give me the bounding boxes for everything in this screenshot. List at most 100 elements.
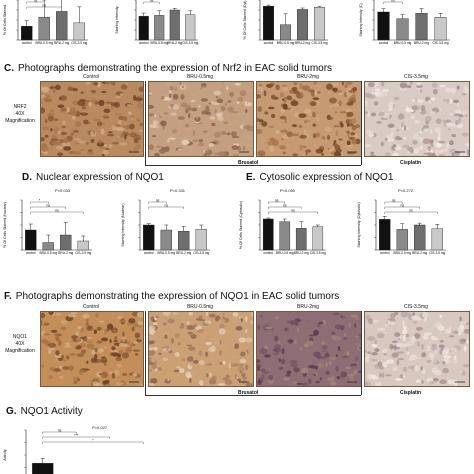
tissue-cell [349,376,354,380]
tissue-cell [98,320,105,323]
tissue-cell [449,335,455,338]
tissue-cell [334,144,341,151]
tissue-cell [381,372,385,379]
tissue-cell [223,82,229,86]
tissue-cell [50,329,58,333]
tissue-cell [115,357,122,362]
tissue-cell [222,360,226,365]
significance-bracket [268,206,302,209]
tissue-cell [241,372,246,378]
tissue-cell [420,366,423,371]
tissue-cell [292,153,299,156]
category-label: CIS-3.5 mg [193,251,209,255]
tissue-cell [212,87,219,91]
tissue-cell [373,361,377,365]
tissue-cell [438,344,445,349]
bar [280,24,291,41]
tissue-cell [316,355,324,359]
tissue-cell [426,345,431,352]
tissue-cell [236,153,239,156]
tissue-cell [339,111,347,114]
tissue-cell [210,337,217,341]
tissue-cell [331,340,338,345]
tissue-cell [177,116,185,120]
tissue-cell [104,362,107,367]
significance-label: ns [150,0,154,2]
tissue-cell [245,134,250,138]
tissue-cell [450,87,457,94]
tissue-cell [201,86,207,92]
tissue-cell [456,101,459,107]
tissue-cell [326,134,330,140]
tissue-cell [274,129,281,135]
tissue-cell [245,109,248,113]
tissue-cell [407,151,411,154]
tissue-cell [150,349,156,356]
tissue-cell [439,349,443,355]
tissue-cell [245,382,253,386]
tissue-cell [132,340,138,345]
tissue-cell [416,341,420,347]
significance-label: ns [46,203,50,207]
bar [295,228,307,251]
tissue-cell [342,337,348,340]
tissue-cell [246,349,249,353]
tissue-cell [231,131,237,137]
tissue-cell [269,82,275,86]
tissue-cell [421,368,426,375]
tissue-cell [102,115,110,119]
tissue-cell [291,124,298,128]
tissue-cell [410,335,416,343]
tissue-cell [329,104,332,109]
tissue-cell [412,315,415,320]
tissue-cell [421,312,429,318]
tissue-cell [412,139,418,145]
tissue-cell [315,85,321,91]
top-chart-2: Staining Intensity control BRU-0.5 mg BRU-2… [115,0,199,45]
tissue-cell [47,115,55,122]
tissue-cell [250,320,253,325]
tissue-cell [136,312,143,318]
tissue-cell [132,95,137,102]
tissue-cell [345,82,353,85]
tissue-cell [149,371,155,377]
tissue-cell [58,375,64,379]
tissue-cell [376,332,385,339]
tissue-cell [377,91,384,98]
category-label: control [139,41,149,45]
tissue-cell [233,331,241,338]
tissue-cell [102,149,110,155]
tissue-cell [355,124,361,128]
tissue-cell [50,127,53,132]
tissue-cell [365,349,367,353]
tissue-cell [356,317,359,320]
significance-label: ns [55,208,59,212]
tissue-cell [384,137,388,141]
tissue-cell [257,86,263,93]
tissue-cell [298,312,305,317]
tissue-cell [450,379,457,385]
tissue-cell [244,100,248,107]
tissue-cell [413,147,420,154]
tissue-cell [365,381,371,386]
tissue-cell [69,353,76,356]
tissue-cell [44,134,49,138]
tissue-cell [338,92,344,96]
tissue-cell [415,379,421,384]
tissue-cell [341,355,350,359]
tissue-cell [54,332,60,338]
tissue-cell [452,99,460,104]
tissue-cell [67,86,74,92]
tissue-cell [458,327,461,334]
significance-bracket [26,1,45,4]
tissue-cell [224,102,227,106]
tissue-cell [97,348,105,353]
tissue-cell [300,319,305,323]
category-label: BRU-0.5 mg [150,41,168,45]
tissue-cell [125,346,132,353]
tissue-cell [88,122,91,125]
bar [314,7,325,41]
tissue-cell [423,152,431,156]
bar [415,13,428,41]
tissue-cell [257,380,262,385]
